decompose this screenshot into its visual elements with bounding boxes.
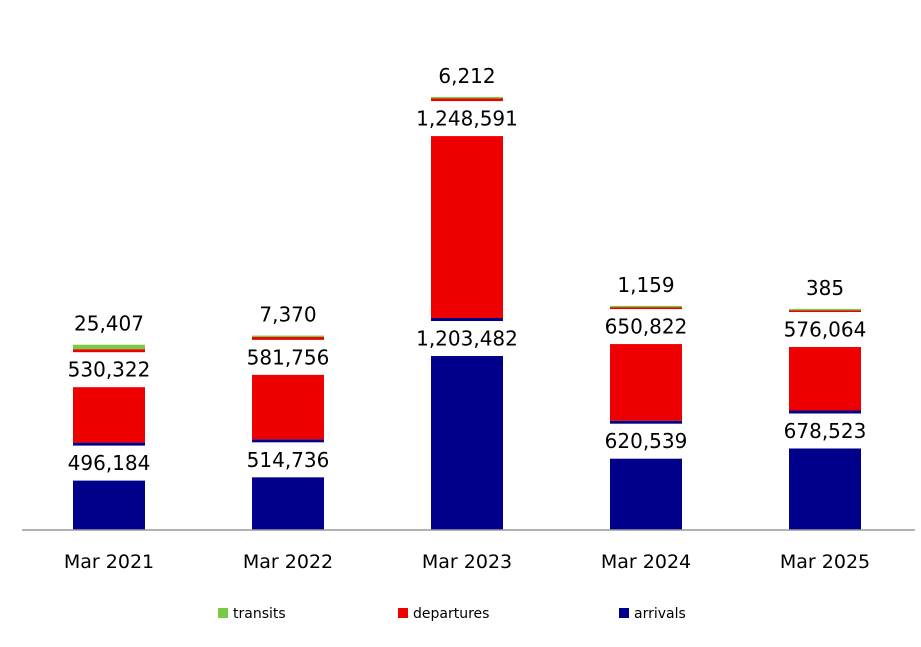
bar-transits-mar-2025 [789,308,861,311]
legend-swatch-arrivals [619,608,629,618]
data-label-arrivals-mar-2021: 496,184 [68,451,151,475]
bar-transits-mar-2024 [610,305,682,308]
label-band-arrivals-mar-2025 [781,413,869,449]
data-label-transits-mar-2024: 1,159 [617,273,674,297]
data-label-departures-mar-2024: 650,822 [605,315,688,339]
legend-label-departures: departures [413,606,489,622]
legend-label-transits: transits [233,606,286,622]
data-label-arrivals-mar-2024: 620,539 [605,429,688,453]
data-label-arrivals-mar-2023: 1,203,482 [416,327,518,351]
label-band-arrivals-mar-2021 [65,445,153,481]
data-label-transits-mar-2021: 25,407 [74,312,144,336]
label-band-arrivals-mar-2023 [423,321,511,357]
x-tick-label-mar-2022: Mar 2022 [243,551,333,573]
legend-swatch-departures [398,608,408,618]
label-band-departures-mar-2025 [781,312,869,348]
data-label-transits-mar-2023: 6,212 [438,64,495,88]
x-tick-label-mar-2021: Mar 2021 [64,551,154,573]
data-label-arrivals-mar-2025: 678,523 [784,419,867,443]
data-label-arrivals-mar-2022: 514,736 [247,448,330,472]
label-band-departures-mar-2023 [423,101,511,137]
legend-label-arrivals: arrivals [634,606,686,622]
x-tick-label-mar-2023: Mar 2023 [422,551,512,573]
legend-swatch-transits [218,608,228,618]
data-label-transits-mar-2022: 7,370 [259,303,316,327]
label-band-arrivals-mar-2022 [244,442,332,478]
data-label-departures-mar-2025: 576,064 [784,318,867,342]
bar-transits-mar-2022 [252,335,324,338]
x-tick-label-mar-2024: Mar 2024 [601,551,691,573]
x-tick-labels-group: Mar 2021 Mar 2022 Mar 2023 Mar 2024 Mar 2025 [64,551,870,573]
bars-group [73,97,861,530]
x-tick-label-mar-2025: Mar 2025 [780,551,870,573]
data-label-departures-mar-2022: 581,756 [247,345,330,369]
data-label-transits-mar-2025: 385 [806,276,844,300]
data-label-departures-mar-2021: 530,322 [68,358,151,382]
bar-transits-mar-2021 [73,344,145,350]
bar-transits-mar-2023 [431,97,503,99]
label-band-arrivals-mar-2024 [602,423,690,459]
label-band-departures-mar-2024 [602,309,690,345]
legend: transits departures arrivals [218,606,686,622]
data-label-departures-mar-2023: 1,248,591 [416,107,518,131]
label-band-departures-mar-2021 [65,352,153,388]
data-labels-group: 496,184 530,322 25,407 514,736 581,756 7,370 1… [65,64,869,481]
label-band-departures-mar-2022 [244,339,332,375]
